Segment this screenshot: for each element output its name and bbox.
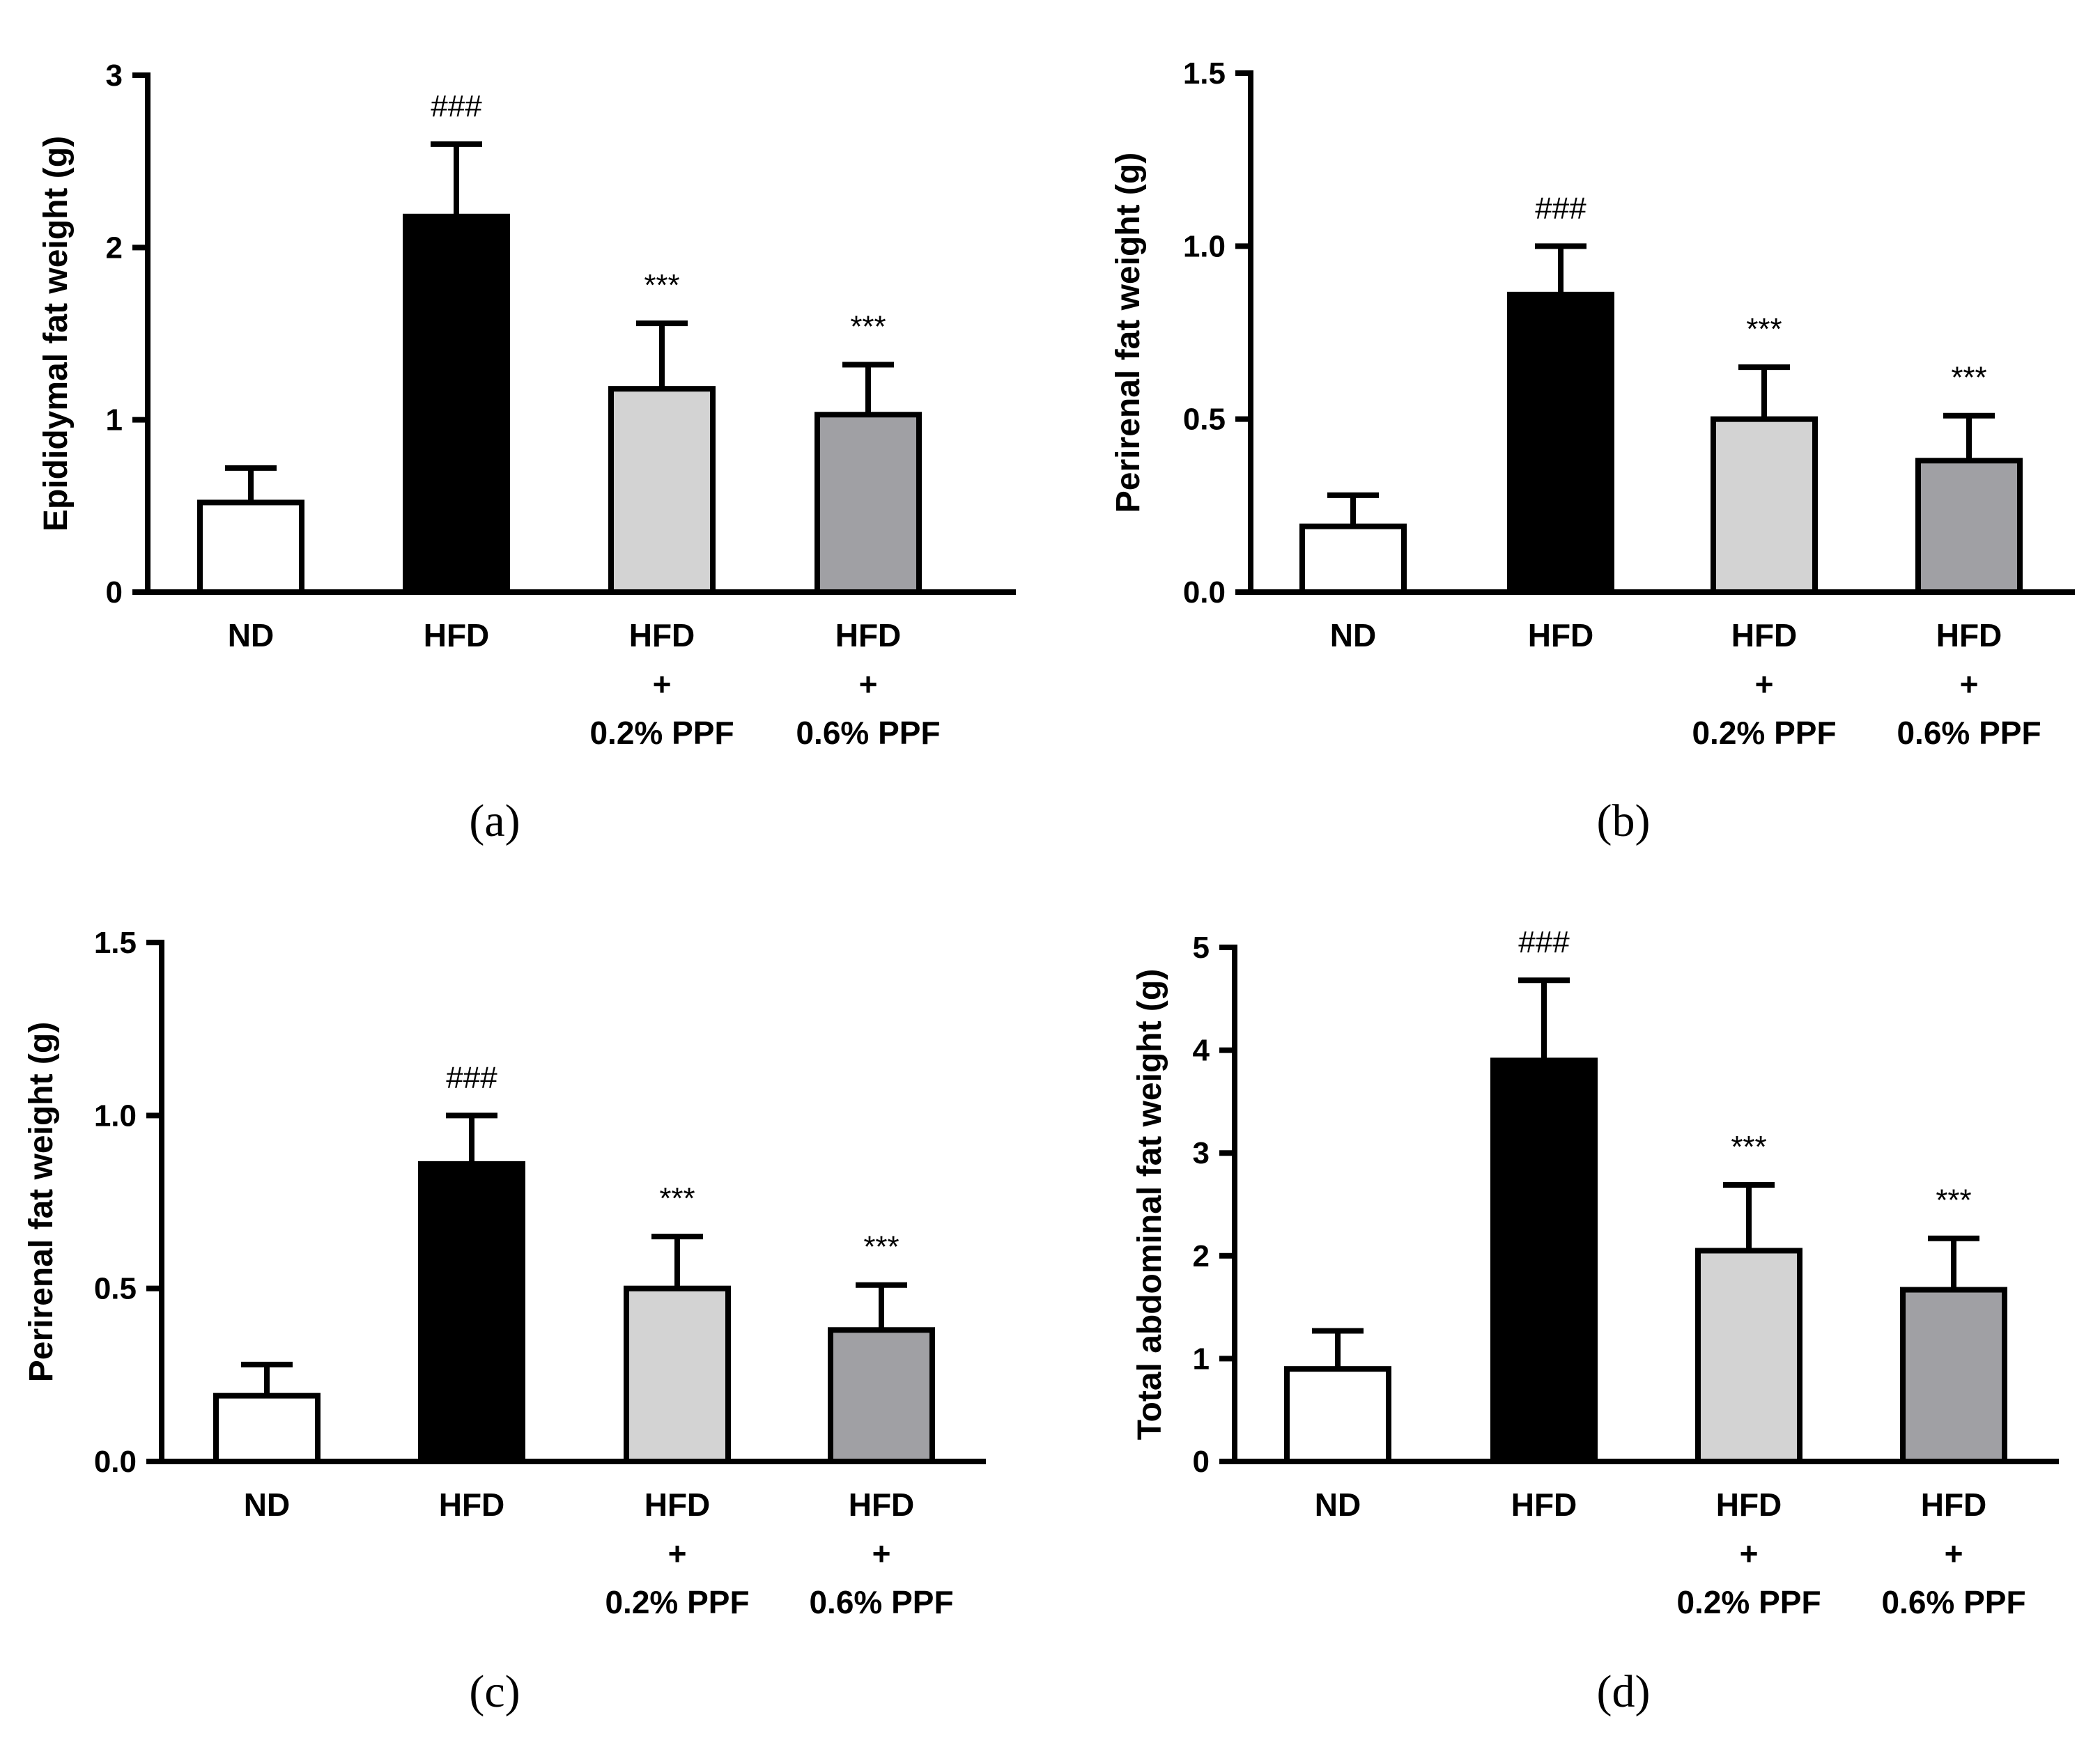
x-category-label: HFD <box>439 1487 505 1523</box>
x-category-label: HFD <box>1936 617 2002 653</box>
bar <box>814 412 922 595</box>
y-tick-label: 3 <box>106 59 123 93</box>
x-category-label: 0.2% PPF <box>1676 1584 1821 1620</box>
y-tick-label: 1.0 <box>94 1099 137 1133</box>
bar <box>1507 291 1614 595</box>
y-axis-label: Epididymal fat weight (g) <box>38 136 75 532</box>
y-tick-label: 0.0 <box>1183 575 1226 610</box>
significance-marker: *** <box>1951 361 1986 395</box>
x-category-label: 0.6% PPF <box>1881 1584 2025 1620</box>
x-category-label: HFD <box>835 617 902 653</box>
bar <box>1284 1366 1391 1465</box>
x-category-label: 0.6% PPF <box>809 1584 953 1620</box>
significance-marker: *** <box>863 1230 899 1264</box>
bar <box>418 1161 525 1465</box>
bar <box>1490 1057 1598 1464</box>
significance-marker: *** <box>1746 312 1782 346</box>
x-category-label: + <box>872 1535 891 1572</box>
x-category-label: + <box>1755 666 1774 702</box>
y-tick-label: 0 <box>1193 1445 1210 1479</box>
panel-c: Perirenal fat weight (g) 0.0 0.5 1.0 1.5 ND ##… <box>23 926 986 1717</box>
x-category-label: + <box>668 1535 687 1572</box>
bar <box>1299 523 1407 596</box>
x-category-label: 0.6% PPF <box>796 715 940 751</box>
y-tick-label: 0.0 <box>94 1445 137 1479</box>
bar <box>828 1327 935 1465</box>
y-axis-label: Total abdominal fat weight (g) <box>1132 969 1168 1440</box>
significance-marker: ### <box>1518 925 1570 959</box>
panel-label: (a) <box>469 796 520 846</box>
panel-a: Epididymal fat weight (g) 0 1 2 3 ND ### HFD ***… <box>38 59 1016 846</box>
significance-marker: *** <box>659 1181 695 1216</box>
x-category-label: ND <box>228 617 274 653</box>
x-category-label: + <box>859 666 878 702</box>
x-category-label: HFD <box>849 1487 915 1523</box>
x-category-label: 0.6% PPF <box>1897 715 2041 751</box>
x-category-label: HFD <box>629 617 695 653</box>
x-category-label: HFD <box>1731 617 1798 653</box>
significance-marker: *** <box>644 268 679 302</box>
y-tick-label: 3 <box>1193 1136 1210 1170</box>
y-tick-label: 1.0 <box>1183 229 1226 263</box>
bar <box>1915 458 2023 595</box>
significance-marker: ### <box>1535 191 1586 225</box>
bar <box>1695 1248 1802 1465</box>
y-tick-label: 0.5 <box>1183 403 1226 437</box>
x-category-label: + <box>1945 1535 1963 1572</box>
y-tick-label: 1.5 <box>1183 56 1226 91</box>
bar <box>624 1285 731 1464</box>
bar <box>213 1392 321 1464</box>
significance-marker: ### <box>431 89 482 123</box>
significance-marker: ### <box>446 1060 497 1094</box>
y-tick-label: 0.5 <box>94 1272 137 1306</box>
x-category-label: HFD <box>424 617 490 653</box>
panel-b: Perirenal fat weight (g) 0.0 0.5 1.0 1.5 ND ##… <box>1110 56 2075 846</box>
significance-marker: *** <box>1731 1130 1766 1164</box>
panel-label: (d) <box>1597 1666 1651 1717</box>
x-category-label: + <box>653 666 672 702</box>
x-category-label: HFD <box>1511 1487 1577 1523</box>
x-category-label: + <box>1740 1535 1759 1572</box>
y-tick-label: 1 <box>106 403 123 437</box>
y-tick-label: 1.5 <box>94 926 137 960</box>
x-category-label: ND <box>244 1487 290 1523</box>
bar <box>403 213 510 595</box>
significance-marker: *** <box>1936 1184 1971 1218</box>
y-tick-label: 2 <box>1193 1239 1210 1273</box>
y-tick-label: 2 <box>106 231 123 265</box>
x-category-label: ND <box>1315 1487 1361 1523</box>
y-tick-label: 4 <box>1193 1034 1210 1068</box>
bar <box>1900 1287 2007 1465</box>
x-category-label: ND <box>1330 617 1376 653</box>
x-category-label: HFD <box>1921 1487 1987 1523</box>
y-tick-label: 5 <box>1193 931 1210 965</box>
bar <box>197 499 304 595</box>
y-tick-label: 0 <box>106 575 123 610</box>
x-category-label: 0.2% PPF <box>605 1584 749 1620</box>
y-axis-label: Perirenal fat weight (g) <box>23 1022 60 1382</box>
x-category-label: 0.2% PPF <box>589 715 734 751</box>
y-axis-label: Perirenal fat weight (g) <box>1110 153 1147 513</box>
y-tick-label: 1 <box>1193 1342 1210 1376</box>
bar <box>608 386 716 595</box>
x-category-label: HFD <box>1528 617 1594 653</box>
x-category-label: HFD <box>644 1487 711 1523</box>
panel-label: (b) <box>1597 796 1651 846</box>
x-category-label: HFD <box>1716 1487 1782 1523</box>
panel-d: Total abdominal fat weight (g) 0 1 2 3 4 5 ND ##… <box>1132 925 2059 1717</box>
x-category-label: 0.2% PPF <box>1692 715 1836 751</box>
panel-label: (c) <box>469 1666 520 1717</box>
bar <box>1711 416 1818 596</box>
significance-marker: *** <box>850 310 886 344</box>
x-category-label: + <box>1960 666 1979 702</box>
